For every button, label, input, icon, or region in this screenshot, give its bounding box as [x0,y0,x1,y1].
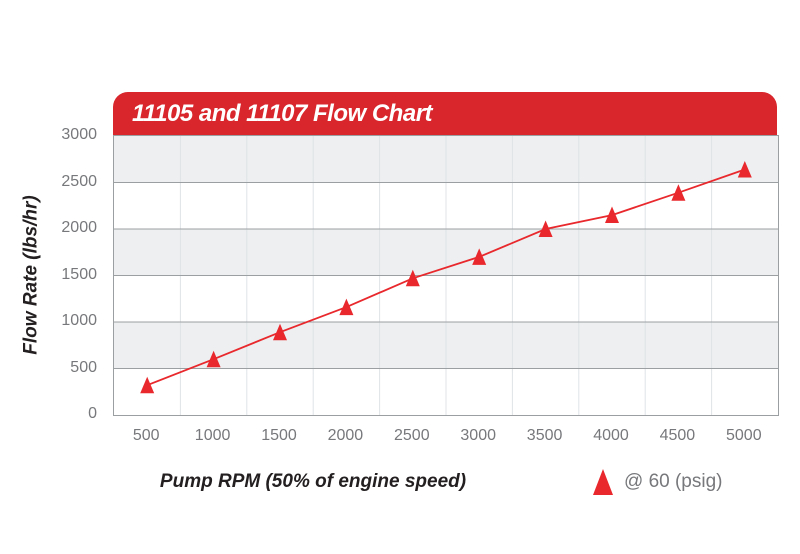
triangle-marker-icon [593,469,613,495]
x-tick-label: 3000 [460,427,496,444]
y-tick-labels: 0 500 1000 1500 2000 2500 3000 [0,126,105,422]
x-tick-label: 2500 [394,427,430,444]
plot-svg [114,136,778,415]
data-point-marker [339,298,354,316]
x-tick-label: 4500 [659,427,696,444]
data-point-marker [671,184,686,201]
y-tick-label: 0 [88,405,97,422]
x-tick-label: 1500 [261,427,297,444]
y-tick-label: 1500 [61,265,97,283]
legend: @ 60 (psig) [593,469,723,495]
x-tick-label: 1000 [194,427,231,444]
data-point-marker [206,350,221,368]
y-tick-label: 3000 [61,126,97,143]
x-axis-title: Pump RPM (50% of engine speed) [159,471,467,492]
data-point-marker [737,160,752,178]
y-tick-label: 2000 [61,219,97,236]
data-point-marker [405,269,420,287]
chart-title: 11105 and 11107 Flow Chart [132,100,433,127]
legend-label: @ 60 (psig) [624,471,723,492]
x-tick-label: 2000 [327,427,364,444]
data-point-marker [605,206,619,224]
x-tick-labels: 500 1000 1500 2000 2500 3000 3500 4000 4500 5000 [113,427,777,447]
y-tick-label: 500 [70,358,97,376]
x-tick-label: 4000 [593,427,629,444]
flow-series-line [146,168,746,387]
data-point-marker [538,220,553,237]
x-tick-label: 500 [132,427,160,444]
data-point-marker [273,323,287,341]
y-tick-label: 1000 [61,312,97,329]
x-tick-label: 3500 [526,427,563,444]
chart-title-bar: 11105 and 11107 Flow Chart [113,92,777,135]
data-point-marker [472,248,487,265]
x-tick-label: 5000 [726,427,762,444]
y-tick-label: 2500 [61,172,97,190]
plot-area [113,135,779,416]
data-point-marker [140,376,155,394]
